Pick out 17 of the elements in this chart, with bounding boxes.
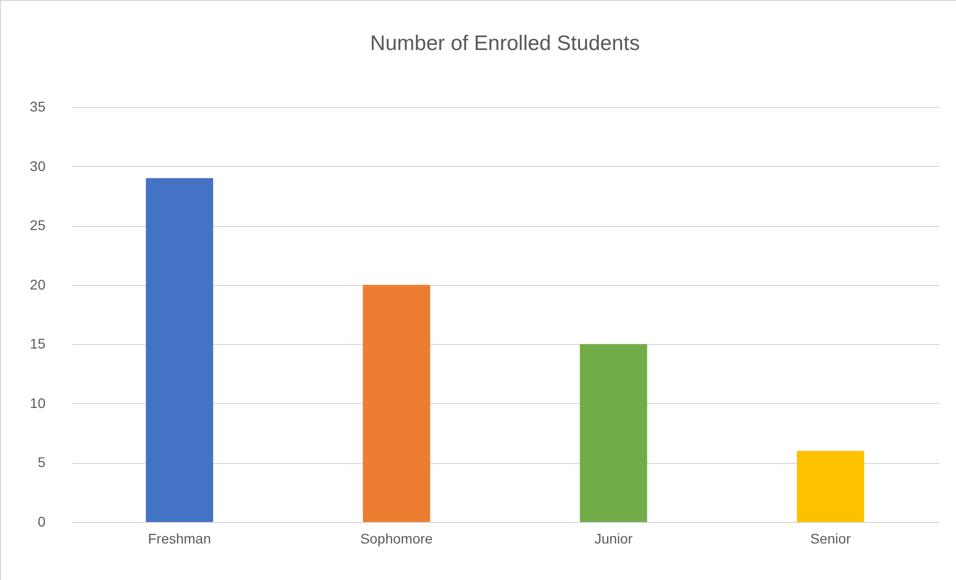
x-tick-label: Junior bbox=[594, 530, 633, 546]
y-tick-label: 30 bbox=[30, 158, 46, 174]
y-tick-label: 35 bbox=[30, 98, 46, 114]
x-tick-label: Senior bbox=[810, 530, 852, 546]
chart-title: Number of Enrolled Students bbox=[370, 32, 640, 55]
y-tick-label: 0 bbox=[38, 514, 46, 530]
y-tick-label: 25 bbox=[30, 217, 46, 234]
y-tick-label: 10 bbox=[30, 394, 46, 411]
bar bbox=[146, 178, 214, 522]
y-tick-label: 20 bbox=[30, 276, 46, 292]
y-tick-label: 15 bbox=[30, 336, 46, 352]
y-tick-label: 5 bbox=[38, 454, 46, 470]
bar bbox=[362, 284, 430, 522]
bar bbox=[796, 450, 864, 522]
bar bbox=[580, 344, 648, 522]
x-tick-label: Sophomore bbox=[360, 530, 433, 546]
x-tick-label: Freshman bbox=[148, 530, 212, 546]
